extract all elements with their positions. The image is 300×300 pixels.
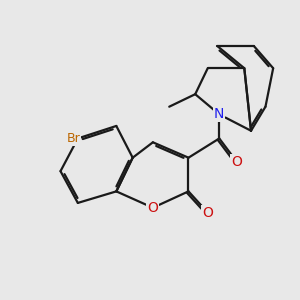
Text: O: O (147, 201, 158, 215)
Text: O: O (202, 206, 213, 220)
Text: Br: Br (67, 132, 81, 145)
Text: O: O (231, 154, 242, 169)
Text: N: N (214, 107, 224, 122)
